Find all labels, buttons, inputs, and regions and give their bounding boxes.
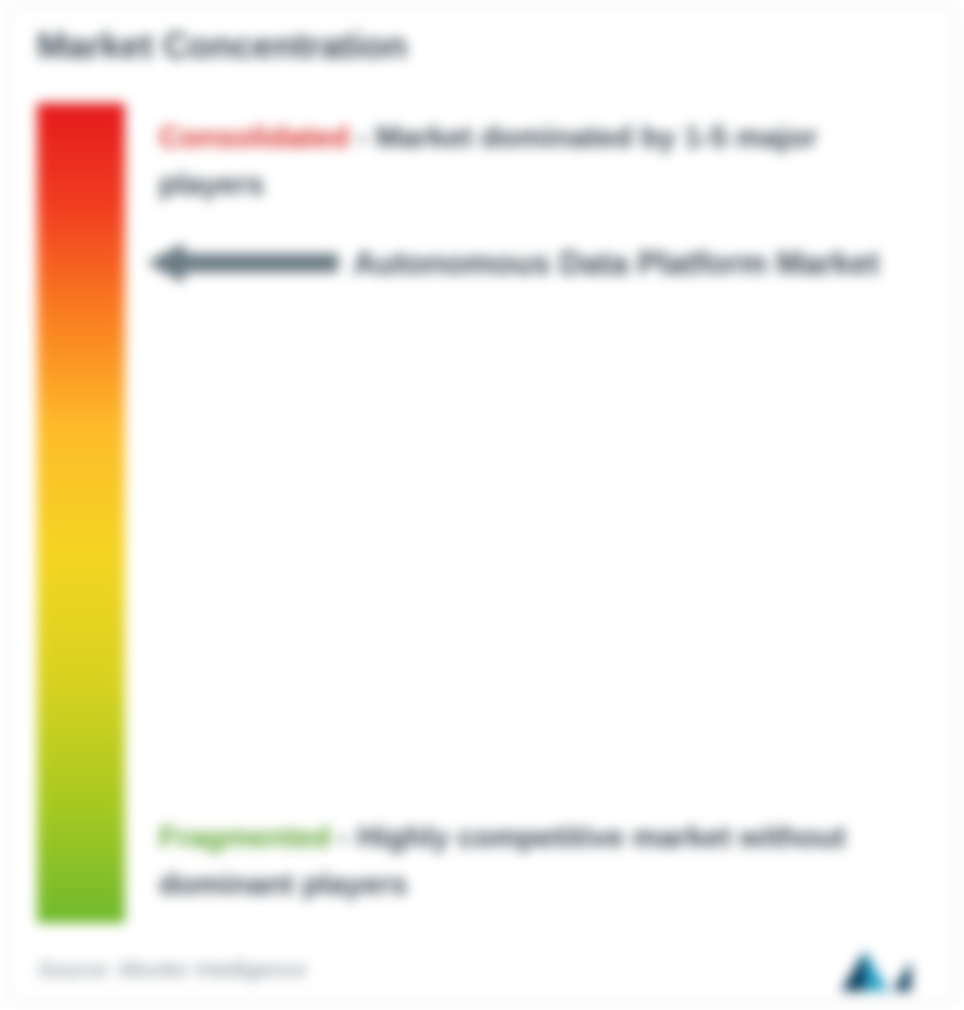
consolidated-description: Consolidated - Market dominated by 1-5 m… [159,115,919,208]
fragmented-keyword: Fragmented [159,821,331,854]
consolidated-keyword: Consolidated [159,121,349,154]
concentration-gradient-bar [37,103,125,923]
market-indicator-label: Autonomous Data Platform Market [353,245,879,282]
logo-triangle-icon [865,951,889,991]
chart-title: Market Concentration [37,25,407,67]
concentration-card: Market Concentration Consolidated - Mark… [8,6,956,1002]
source-attribution: Source: Mordor Intelligence [37,957,306,983]
fragmented-description: Fragmented - Highly competitive market w… [159,815,919,908]
market-indicator: Autonomous Data Platform Market [149,241,879,285]
logo-triangle-icon [841,951,865,991]
left-arrow-icon [149,241,339,285]
brand-logo [841,947,927,991]
logo-triangle-icon [893,961,911,991]
